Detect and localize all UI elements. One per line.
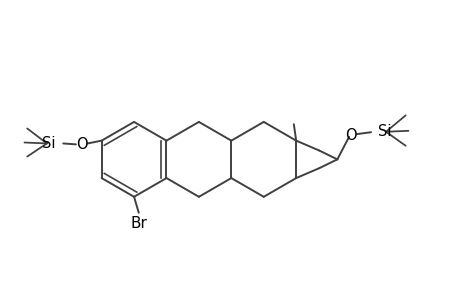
Text: Si: Si [42, 136, 55, 151]
Text: Br: Br [130, 217, 147, 232]
Text: Si: Si [377, 124, 391, 139]
Text: O: O [76, 137, 88, 152]
Text: O: O [345, 128, 357, 142]
